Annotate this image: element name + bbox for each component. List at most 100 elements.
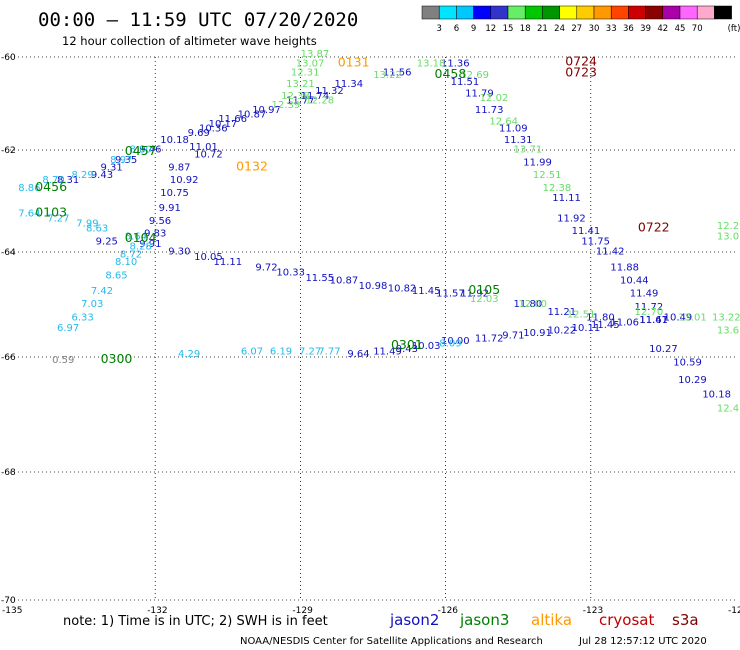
swh-point: 11.09 [499, 123, 528, 134]
swh-point: 11.75 [581, 236, 610, 247]
scale-label: 18 [520, 24, 531, 34]
swh-point: 11.79 [465, 89, 494, 100]
swh-point: 8.10 [115, 257, 137, 268]
swh-point: 7.27 [299, 346, 321, 357]
time-label: 0301 [391, 337, 423, 352]
swh-point: 10.18 [702, 389, 731, 400]
swh-point: 10.92 [170, 175, 199, 186]
swh-point: 10.29 [678, 375, 707, 386]
time-label: 0724 [565, 53, 597, 68]
swh-point: 11.61 [639, 315, 668, 326]
chart-subtitle: 12 hour collection of altimeter wave hei… [62, 34, 317, 48]
swh-point: 10.87 [238, 109, 267, 120]
swh-point: 7.27 [47, 213, 69, 224]
swh-point: 12.51 [567, 310, 596, 321]
scale-label: 6 [454, 24, 459, 34]
chart-grid [10, 56, 736, 601]
x-tick-label: -132 [147, 606, 167, 616]
swh-point: 11.51 [451, 77, 480, 88]
x-tick-label: -129 [292, 606, 313, 616]
x-tick-label: -135 [2, 606, 22, 616]
swh-point: 8.86 [18, 183, 40, 194]
legend-item-altika: altika [531, 611, 572, 629]
swh-point: 11.06 [610, 318, 639, 329]
scale-label: 70 [692, 24, 703, 34]
swh-point: 8.63 [86, 224, 108, 235]
scale-label: 30 [589, 24, 600, 34]
scale-swatch [507, 5, 526, 20]
swh-point: 8.72 [120, 249, 142, 260]
swh-point: 8.65 [105, 270, 127, 281]
scale-swatch [559, 5, 578, 20]
scale-swatch [456, 5, 474, 20]
swh-point: 8.09 [439, 339, 461, 350]
swh-point: 10.87 [330, 276, 359, 287]
swh-point: 12.31 [291, 68, 320, 79]
swh-point: 10.75 [160, 188, 189, 199]
swh-point: 11.74 [301, 91, 330, 102]
swh-point: 10.59 [673, 358, 702, 369]
swh-point: 9.72 [255, 262, 277, 273]
scale-label: 12 [485, 24, 496, 34]
swh-point: 10.27 [649, 344, 678, 355]
swh-point: 7.64 [18, 208, 40, 219]
swh-point: 10.82 [388, 283, 417, 294]
swh-point: 12.28 [305, 96, 334, 107]
scale-swatch [662, 5, 681, 20]
swh-point: 11.73 [475, 105, 504, 116]
swh-point: 10.03 [412, 341, 441, 352]
swh-point: 11.55 [305, 273, 334, 284]
scale-label: 33 [606, 24, 617, 34]
scale-label: 9 [471, 24, 476, 34]
swh-point: 9.46 [139, 145, 161, 156]
legend-item-jason2: jason2 [389, 611, 439, 629]
x-tick-label: -120 [728, 606, 740, 616]
footer-credit: NOAA/NESDIS Center for Satellite Applica… [240, 636, 543, 647]
swh-point: 13.71 [514, 145, 543, 156]
swh-point: 10.18 [160, 135, 189, 146]
swh-point: 11.99 [523, 157, 552, 168]
swh-point: 13.01 [717, 231, 740, 242]
swh-point: 11.80 [514, 299, 543, 310]
swh-point: 11.32 [315, 86, 344, 97]
chart-title: 00:00 – 11:59 UTC 07/20/2020 [38, 9, 358, 31]
swh-point: 11.57 [436, 289, 465, 300]
swh-point: 10.97 [252, 105, 281, 116]
time-label: 0132 [236, 158, 268, 173]
swh-point: 12.02 [480, 93, 509, 104]
swh-point: 10.72 [194, 150, 223, 161]
swh-point: 13.87 [301, 49, 330, 60]
scale-unit: (ft) [728, 24, 740, 34]
swh-point: 8.28 [130, 241, 152, 252]
swh-point: 10.49 [664, 312, 693, 323]
swh-point: 6.33 [71, 312, 93, 323]
swh-point: 13.18 [417, 58, 446, 69]
swh-point: 10.00 [441, 336, 470, 347]
swh-point: 10.22 [547, 325, 576, 336]
legend: jason2 jason3 altika cryosat s3a [389, 611, 699, 629]
swh-point: 9.69 [188, 128, 210, 139]
swh-point: 9.91 [159, 203, 181, 214]
scale-label: 21 [537, 24, 548, 34]
swh-point: 12.29 [717, 221, 740, 232]
y-tick-label: -62 [1, 146, 16, 156]
scale-swatch [490, 5, 509, 20]
scale-label: 27 [571, 24, 582, 34]
swh-point: 11.31 [504, 135, 533, 146]
time-label: 0722 [638, 220, 670, 235]
swh-point: 11.49 [373, 346, 402, 357]
axis-ticks: -135 -132 -129 -126 -123 -120 -60 -62 -64 -66 -68 -… [1, 53, 740, 616]
swh-point: 11.92 [460, 289, 489, 300]
swh-point: 10.44 [620, 276, 649, 287]
swh-point: 9.35 [115, 155, 137, 166]
scale-swatch [524, 5, 543, 20]
scale-swatch [542, 5, 560, 20]
scale-swatch [438, 5, 457, 20]
swh-point: 12.39 [272, 100, 301, 111]
swh-point: 6.97 [57, 323, 79, 334]
scale-swatch [421, 5, 440, 20]
swh-point: 8.29 [71, 170, 93, 181]
swh-point: 8.97 [110, 155, 132, 166]
